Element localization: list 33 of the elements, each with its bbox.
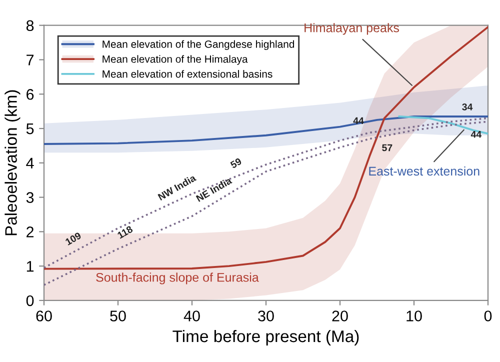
annotation: 34 — [462, 103, 473, 110]
annotation: South-facing slope of Eurasia — [96, 272, 259, 284]
y-tick-label: 6 — [26, 88, 34, 100]
annotation: NW India — [157, 174, 197, 201]
y-tick-label: 1 — [26, 261, 34, 272]
legend-label: Mean elevation of extensional basins — [102, 70, 272, 78]
legend-label: Mean elevation of the Gangdese highland — [102, 40, 294, 50]
annotation: 109 — [64, 232, 82, 246]
annotation: 44 — [470, 130, 482, 138]
annotation: Himalayan peaks — [304, 23, 399, 35]
line-series — [44, 116, 488, 145]
annotation: 59 — [230, 158, 242, 169]
y-tick-label: 0 — [26, 295, 34, 306]
y-tick-label: 8 — [26, 20, 34, 32]
y-tick-label: 5 — [26, 124, 34, 134]
x-tick-label: 60 — [36, 310, 52, 322]
annotation: 57 — [382, 144, 392, 152]
y-tick-label: 7 — [26, 54, 34, 66]
y-tick-label: 3 — [26, 192, 34, 203]
x-tick-label: 50 — [110, 310, 126, 322]
legend-label: Mean elevation of the Himalaya — [102, 55, 248, 65]
x-tick-label: 20 — [332, 310, 348, 322]
x-tick-label: 10 — [406, 310, 422, 322]
y-tick-label: 2 — [26, 226, 34, 238]
x-tick-label: 0 — [484, 310, 492, 322]
annotation: 118 — [117, 225, 134, 239]
x-tick-label: 30 — [258, 310, 274, 322]
y-tick-label: 4 — [26, 158, 34, 168]
x-axis-title: Time before present (Ma) — [172, 330, 359, 346]
y-axis-title: Paleoelevation (km) — [4, 90, 20, 236]
annotation: East-west extension — [369, 166, 480, 176]
x-tick-label: 40 — [184, 310, 200, 322]
annotation: NE India — [196, 176, 232, 202]
